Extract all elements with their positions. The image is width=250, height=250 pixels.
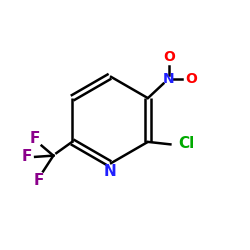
Text: N: N — [104, 164, 116, 179]
Text: F: F — [22, 149, 32, 164]
Text: F: F — [30, 130, 40, 146]
Text: F: F — [33, 173, 43, 188]
Text: O: O — [186, 72, 197, 86]
Text: O: O — [163, 50, 175, 64]
Text: Cl: Cl — [179, 136, 195, 152]
Text: N: N — [163, 72, 175, 86]
